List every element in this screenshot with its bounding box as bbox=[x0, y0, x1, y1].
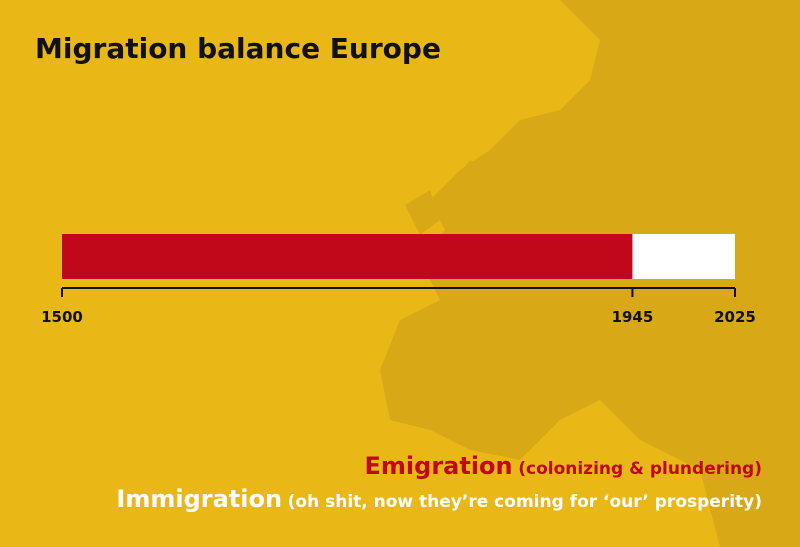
segment bbox=[62, 234, 633, 279]
legend-description: (colonizing & plundering) bbox=[518, 459, 762, 479]
map-shape bbox=[440, 160, 500, 230]
legend-entry: Immigration (oh shit, now they’re coming… bbox=[116, 485, 762, 513]
legend-name: Emigration bbox=[365, 452, 513, 480]
x-tick-label: 1945 bbox=[612, 308, 654, 326]
legend-description: (oh shit, now they’re coming for ‘our’ p… bbox=[288, 492, 762, 512]
chart-title: Migration balance Europe bbox=[35, 32, 441, 65]
legend-entry: Emigration (colonizing & plundering) bbox=[365, 452, 762, 480]
legend-name: Immigration bbox=[116, 485, 282, 513]
plot: 1500 1945 2025 bbox=[41, 234, 756, 326]
x-tick-label: 2025 bbox=[714, 308, 756, 326]
x-tick-label: 1500 bbox=[41, 308, 83, 326]
segment bbox=[632, 234, 735, 279]
map-shape bbox=[405, 190, 440, 235]
